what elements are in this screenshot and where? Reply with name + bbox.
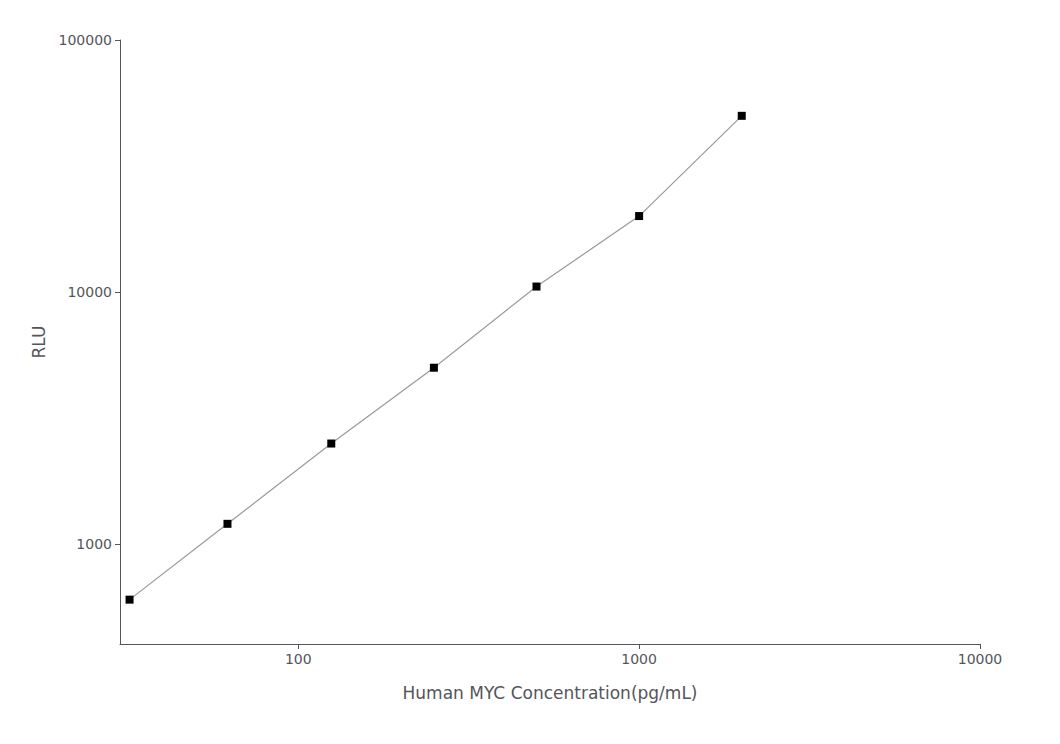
svg-text:100: 100 [285,651,312,667]
svg-text:1000: 1000 [76,536,112,552]
svg-text:10000: 10000 [958,651,1003,667]
svg-text:RLU: RLU [29,326,49,359]
svg-text:Human MYC Concentration(pg/mL): Human MYC Concentration(pg/mL) [403,683,698,703]
svg-text:100000: 100000 [59,32,112,48]
svg-text:10000: 10000 [67,284,112,300]
svg-text:1000: 1000 [621,651,657,667]
